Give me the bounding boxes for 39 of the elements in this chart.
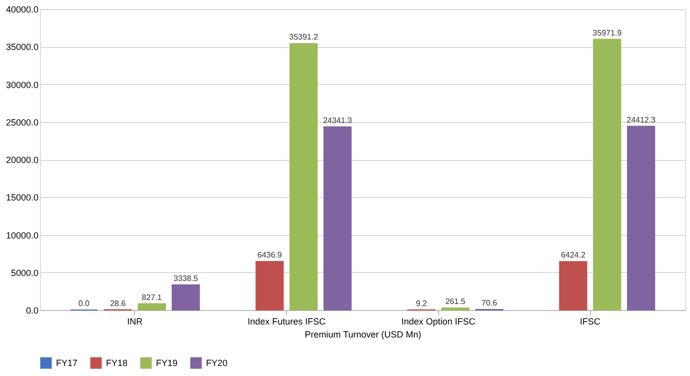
bar [559,261,588,310]
y-tick-label: 25000.0 [6,117,38,128]
legend-label: FY19 [156,358,178,368]
data-label: 827.1 [142,292,162,302]
y-tick-label: 0.0 [26,306,38,316]
data-label: 35971.9 [592,28,622,38]
data-label: 3338.5 [174,274,199,283]
legend-label: FY18 [106,358,128,368]
x-tick-label: INR [127,316,144,326]
x-tick-label: IFSC [580,316,601,326]
data-label: 24412.3 [626,115,656,124]
legend-label: FY20 [206,358,228,368]
y-tick-label: 30000.0 [6,80,38,90]
y-tick-label: 15000.0 [6,192,38,203]
y-tick-label: 35000.0 [6,42,38,52]
x-axis-title: Premium Turnover (USD Mn) [304,330,422,340]
y-tick-label: 10000.0 [6,230,38,240]
bar [323,126,352,310]
data-label: 70.6 [482,298,498,308]
data-label: 261.5 [445,297,466,306]
data-label: 0.0 [78,299,90,308]
data-label: 24341.3 [323,116,353,125]
y-tick-label: 5000.0 [10,268,38,278]
data-label: 6436.9 [257,250,282,260]
data-label: 35391.2 [289,32,319,42]
bar [290,43,318,310]
data-label: 6424.2 [560,250,586,260]
bar [172,284,200,310]
x-tick-label: Index Option IFSC [401,316,476,326]
x-tick-label: Index Futures IFSC [248,316,326,326]
legend-label: FY17 [56,358,78,368]
bar [593,38,622,310]
data-label: 9.2 [416,298,428,308]
bar [256,261,284,310]
bar [626,126,656,310]
y-tick-label: 20000.0 [6,155,38,165]
data-label: 28.6 [110,298,126,308]
y-tick-label: 40000.0 [6,4,38,14]
bar [138,303,166,310]
